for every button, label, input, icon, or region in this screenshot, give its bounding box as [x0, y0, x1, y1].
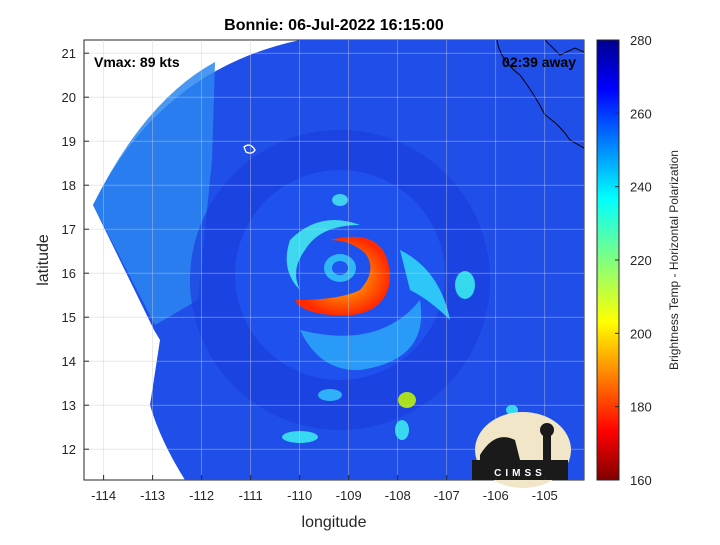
grid-lines: [84, 40, 584, 480]
colorbar-tick-labels: 160 180 200 220 240 260 280: [615, 33, 652, 488]
x-tick-label: -114: [91, 488, 116, 503]
chart-title: Bonnie: 06-Jul-2022 16:15:00: [224, 17, 444, 34]
y-tick-label: 15: [62, 310, 76, 325]
x-tick-label: -113: [140, 488, 165, 503]
rainband-cell-6: [318, 389, 342, 401]
y-tick-label: 13: [62, 398, 76, 413]
x-tick-label: -108: [385, 488, 411, 503]
y-tick-label: 12: [62, 442, 76, 457]
time-away-annotation: 02:39 away: [502, 54, 576, 70]
x-tick-label: -112: [189, 488, 214, 503]
y-axis-label: latitude: [35, 234, 52, 286]
x-tick-label: -107: [434, 488, 460, 503]
rainband-cell-5: [506, 405, 518, 415]
colorbar-tick-label: 240: [630, 180, 652, 195]
x-tick-label: -111: [239, 488, 263, 503]
rainband-cell-1: [455, 271, 475, 299]
y-tick-label: 20: [62, 90, 76, 105]
colorbar-tick-label: 260: [630, 106, 652, 121]
colorbar-label: Brightness Temp - Horizontal Polarizatio…: [667, 150, 681, 370]
y-tick-label: 16: [62, 266, 76, 281]
colorbar-tick-label: 200: [630, 326, 652, 341]
x-axis-label: longitude: [302, 514, 367, 531]
heatmap-layer: [84, 40, 584, 480]
y-tick-label: 21: [62, 46, 76, 61]
spiral-arm: [286, 220, 360, 290]
x-tick-label: -105: [532, 488, 558, 503]
rainband-cell-3: [395, 420, 409, 440]
rainband-cell-2: [398, 392, 416, 408]
y-tick-label: 17: [62, 222, 76, 237]
vmax-annotation: Vmax: 89 kts: [94, 54, 180, 70]
x-tick-label: -106: [483, 488, 509, 503]
x-tick-label: -110: [287, 488, 312, 503]
eye-core: [332, 261, 348, 275]
coastline: [496, 40, 584, 149]
y-tick-label: 19: [62, 134, 76, 149]
rainband-south: [300, 300, 422, 371]
colorbar-tick-label: 280: [630, 33, 652, 48]
colorbar-tick-label: 180: [630, 400, 652, 415]
x-tick-label: -109: [336, 488, 362, 503]
logo-text: CIMSS: [494, 468, 546, 479]
y-tick-label: 14: [62, 354, 76, 369]
eyewall: [295, 236, 390, 316]
contour-nw: [243, 144, 256, 154]
x-tick-labels: -114 -113 -112 -111 -110 -109 -108 -107 -106 -105: [91, 475, 558, 503]
colorbar-tick-label: 160: [630, 473, 652, 488]
rainband-cell-4: [282, 431, 318, 443]
colorbar-tick-label: 220: [630, 253, 652, 268]
y-tick-label: 18: [62, 178, 76, 193]
swath-west-band: [93, 62, 215, 325]
rainband-east: [400, 250, 450, 320]
rainband-cell-7: [332, 194, 348, 206]
y-tick-labels: 12 13 14 15 16 17 18 19 20 21: [62, 46, 89, 457]
